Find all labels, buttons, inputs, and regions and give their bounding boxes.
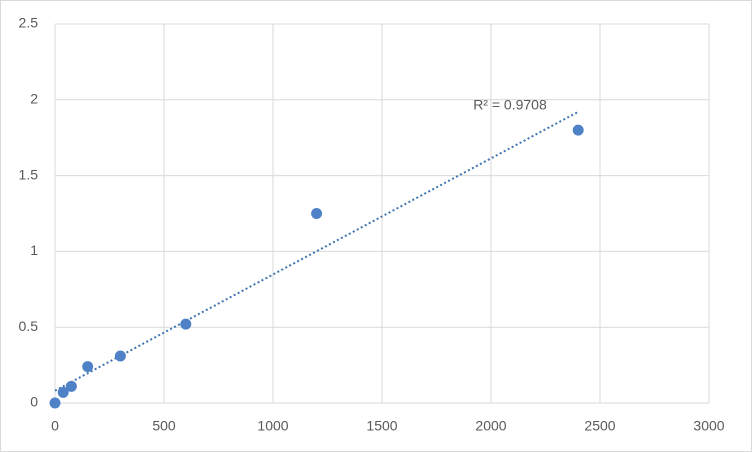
y-tick-label: 2 [30,91,38,107]
point [57,386,69,398]
point [311,208,323,219]
x-tick-label: 500 [152,418,176,434]
point [65,380,77,392]
x-tick-label: 1500 [366,418,397,434]
y-tick-label: 2.5 [19,15,39,31]
x-tick-label: 1000 [257,418,288,434]
y-tick-label: 1.5 [19,166,39,182]
trendline-label: R² = 0.9708 [473,97,547,113]
point [82,361,94,373]
y-tick-label: 0.5 [19,318,39,334]
point [49,397,61,409]
y-tick-label: 0 [30,394,38,410]
point [114,350,126,362]
x-tick-label: 0 [51,418,59,434]
point [572,124,584,136]
y-tick-label: 1 [30,242,38,258]
x-tick-label: 3000 [693,418,724,434]
x-tick-label: 2500 [584,418,615,434]
x-tick-label: 2000 [475,418,506,434]
point [180,318,192,330]
